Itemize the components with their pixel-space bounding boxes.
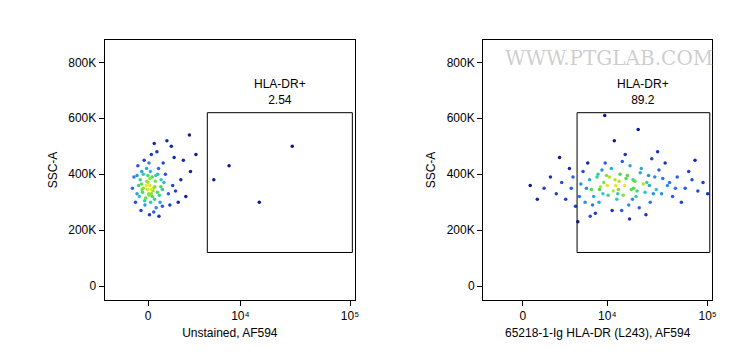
svg-text:SSC-A: SSC-A [46, 152, 60, 189]
svg-text:HLA-DR+89.2: HLA-DR+89.2 [617, 77, 669, 107]
svg-text:800K: 800K [68, 56, 96, 70]
svg-text:10⁴: 10⁴ [231, 309, 250, 323]
svg-text:0: 0 [90, 279, 97, 293]
svg-text:600K: 600K [447, 111, 475, 125]
svg-text:800K: 800K [447, 56, 475, 70]
svg-text:600K: 600K [68, 111, 96, 125]
svg-text:200K: 200K [447, 223, 475, 237]
svg-text:10⁵: 10⁵ [341, 309, 359, 323]
svg-text:400K: 400K [68, 167, 96, 181]
svg-text:10⁴: 10⁴ [598, 309, 617, 323]
svg-text:WWW.PTGLAB.COM: WWW.PTGLAB.COM [505, 46, 713, 70]
svg-text:SSC-A: SSC-A [424, 152, 438, 189]
svg-text:400K: 400K [447, 167, 475, 181]
svg-text:0: 0 [520, 309, 527, 323]
svg-text:Unstained, AF594: Unstained, AF594 [182, 326, 278, 340]
svg-text:200K: 200K [68, 223, 96, 237]
svg-text:65218-1-Ig HLA-DR (L243), AF59: 65218-1-Ig HLA-DR (L243), AF594 [505, 326, 691, 340]
svg-text:0: 0 [145, 309, 152, 323]
svg-text:10⁵: 10⁵ [698, 309, 716, 323]
svg-text:HLA-DR+2.54: HLA-DR+2.54 [254, 77, 306, 107]
svg-text:0: 0 [468, 279, 475, 293]
